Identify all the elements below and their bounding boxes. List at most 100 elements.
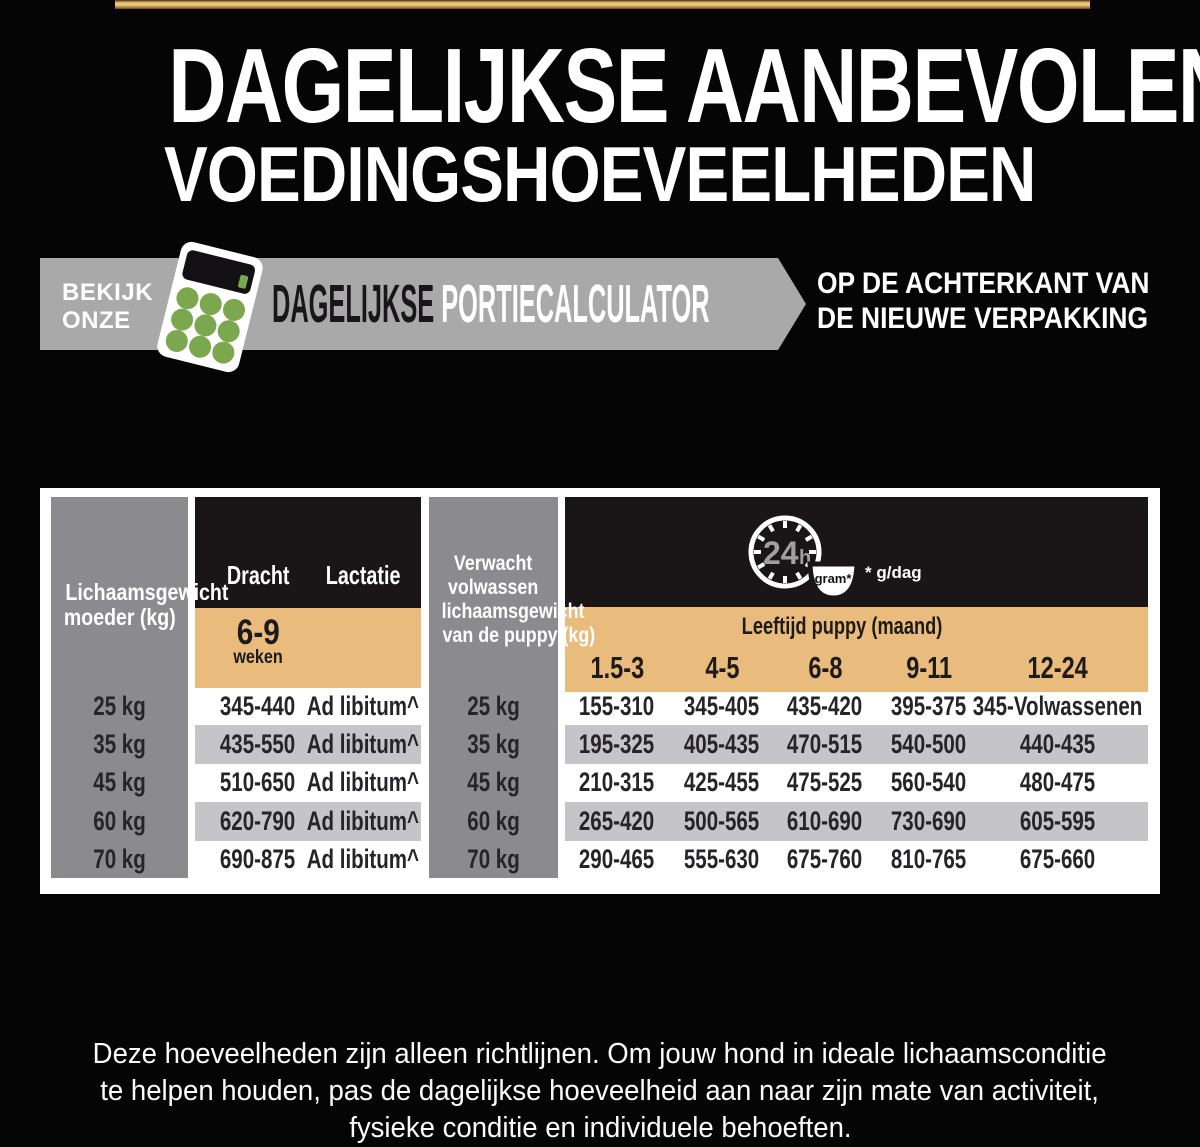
age-value-cell: 395-375	[891, 690, 967, 721]
banner-left-label-line1: BEKIJK	[62, 279, 154, 306]
puppy-weight-cell: 25 kg	[467, 690, 520, 721]
mother-weight-cell: 60 kg	[93, 805, 146, 836]
age-value-cell: 810-765	[891, 844, 967, 875]
weeks-value: 6-9	[236, 613, 280, 652]
mother-weight-cell: 45 kg	[93, 767, 146, 798]
bowl-label: gram*	[815, 571, 853, 586]
lactatie-value-cell: Ad libitum^	[306, 729, 420, 760]
dracht-value-cell: 345-440	[220, 690, 296, 721]
table-row: 45 kg 510-650 Ad libitum^ 45 kg 210-315 …	[40, 764, 1160, 802]
lactatie-value-cell: Ad libitum^	[306, 805, 420, 836]
24h-clock-icon: 24 h gram* * g/dag	[748, 515, 922, 601]
clock-ticks	[754, 521, 816, 583]
age-value-cell: 610-690	[787, 805, 863, 836]
age-value-cell: 405-435	[684, 729, 760, 760]
age-value-cell: 290-465	[579, 844, 655, 875]
mother-weight-cell: 35 kg	[93, 729, 146, 760]
mother-column-header: Lichaamsgewicht moeder (kg)	[63, 579, 229, 630]
table-row: 60 kg 620-790 Ad libitum^ 60 kg 265-420 …	[40, 802, 1160, 841]
age-column-header: 6-8	[807, 650, 843, 685]
lactatie-value-cell: Ad libitum^	[306, 844, 420, 875]
age-value-cell: 540-500	[891, 729, 967, 760]
table-row: 35 kg 435-550 Ad libitum^ 35 kg 195-325 …	[40, 725, 1160, 764]
weeks-header-band	[195, 608, 421, 688]
page-title: DAGELIJKSE AANBEVOLEN	[0, 27, 1200, 145]
puppy-weight-column	[429, 497, 558, 878]
feeding-table: Lichaamsgewicht moeder (kg) Dracht Lacta…	[40, 488, 1160, 894]
banner-right-label-line2: DE NIEUWE VERPAKKING	[817, 302, 1149, 335]
puppy-column-header: Verwacht volwassen lichaamsgewicht van d…	[441, 552, 596, 647]
row-stripe	[565, 802, 1148, 841]
disclaimer: Deze hoeveelheden zijn alleen richtlijne…	[0, 1036, 1200, 1147]
age-value-cell: 500-565	[684, 805, 760, 836]
age-column-header: 9-11	[906, 650, 952, 685]
puppy-weight-cell: 70 kg	[467, 844, 520, 875]
banner-center-label-light: PORTIECALCULATOR	[441, 274, 710, 334]
mother-weight-cell: 25 kg	[93, 690, 146, 721]
age-group-header: Leeftijd puppy (maand)	[741, 613, 942, 640]
food-bowl-icon	[807, 561, 860, 601]
table-row: 25 kg 345-440 Ad libitum^ 25 kg 155-310 …	[40, 687, 1160, 725]
disclaimer-line2: te helpen houden, pas de dagelijkse hoev…	[100, 1075, 1100, 1107]
disclaimer-line1: Deze hoeveelheden zijn alleen richtlijne…	[93, 1038, 1107, 1070]
age-value-cell: 480-475	[1020, 767, 1096, 798]
age-value-cell: 730-690	[891, 805, 967, 836]
page-title-line1: DAGELIJKSE AANBEVOLEN	[168, 27, 1200, 145]
age-value-cell: 475-525	[787, 767, 863, 798]
banner-right-label: OP DE ACHTERKANT VAN DE NIEUWE VERPAKKIN…	[817, 266, 1195, 336]
dracht-column-header: Dracht	[226, 559, 290, 590]
age-column-header: 12-24	[1027, 650, 1089, 685]
age-value-cell: 435-420	[787, 690, 863, 721]
clock-value-label: 24	[763, 535, 799, 571]
page-subtitle: VOEDINGSHOEVEELHEDEN	[0, 130, 1200, 218]
dracht-value-cell: 510-650	[220, 767, 296, 798]
age-value-cell: 195-325	[579, 729, 655, 760]
mother-weight-column	[51, 497, 188, 878]
puppy-table-header	[565, 497, 1148, 607]
age-value-cell: 265-420	[579, 805, 655, 836]
mother-weight-cell: 70 kg	[93, 844, 146, 875]
dracht-value-cell: 435-550	[220, 729, 296, 760]
row-stripe	[195, 725, 421, 764]
gold-accent-bar	[115, 0, 1090, 9]
age-value-cell: 675-760	[787, 844, 863, 875]
age-value-cell: 440-435	[1020, 729, 1096, 760]
banner-left-label: BEKIJK ONZE	[62, 279, 153, 335]
lactatie-value-cell: Ad libitum^	[306, 690, 420, 721]
weeks-unit: weken	[233, 647, 283, 668]
row-stripe	[565, 725, 1148, 764]
banner-center-label-dark: DAGELIJKSE	[272, 274, 435, 334]
puppy-weight-cell: 45 kg	[467, 767, 520, 798]
puppy-weight-cell: 35 kg	[467, 729, 520, 760]
calculator-led	[237, 274, 249, 290]
calculator-keys	[163, 284, 249, 366]
age-value-cell: 345-Volwassenen	[973, 690, 1143, 721]
age-value-cell: 560-540	[891, 767, 967, 798]
disclaimer-line3: fysieke conditie en individuele behoefte…	[348, 1112, 852, 1144]
age-value-cell: 555-630	[684, 844, 760, 875]
age-value-cell: 210-315	[579, 767, 655, 798]
age-value-cell: 605-595	[1020, 805, 1096, 836]
age-value-cell: 345-405	[684, 690, 760, 721]
banner-left-label-line2: ONZE	[62, 307, 131, 334]
dracht-value-cell: 690-875	[220, 844, 296, 875]
age-value-cell: 425-455	[684, 767, 760, 798]
age-column-header: 4-5	[704, 650, 740, 685]
lactatie-value-cell: Ad libitum^	[306, 767, 420, 798]
per-day-label: * g/dag	[865, 563, 922, 582]
lactatie-column-header: Lactatie	[325, 559, 401, 590]
age-header-band	[565, 607, 1148, 692]
banner-arrow	[778, 258, 806, 350]
age-column-header: 1.5-3	[590, 650, 644, 685]
banner-right-label-line1: OP DE ACHTERKANT VAN	[817, 267, 1150, 300]
banner-center-label: DAGELIJKSE PORTIECALCULATOR	[272, 277, 1200, 331]
age-value-cell: 675-660	[1020, 844, 1096, 875]
row-stripe	[195, 802, 421, 841]
table-row: 70 kg 690-875 Ad libitum^ 70 kg 290-465 …	[40, 841, 1160, 879]
puppy-weight-cell: 60 kg	[467, 805, 520, 836]
dracht-value-cell: 620-790	[220, 805, 296, 836]
age-value-cell: 470-515	[787, 729, 863, 760]
mother-table-header	[195, 497, 421, 608]
age-value-cell: 155-310	[579, 690, 655, 721]
page-title-line2: VOEDINGSHOEVEELHEDEN	[164, 130, 1036, 218]
